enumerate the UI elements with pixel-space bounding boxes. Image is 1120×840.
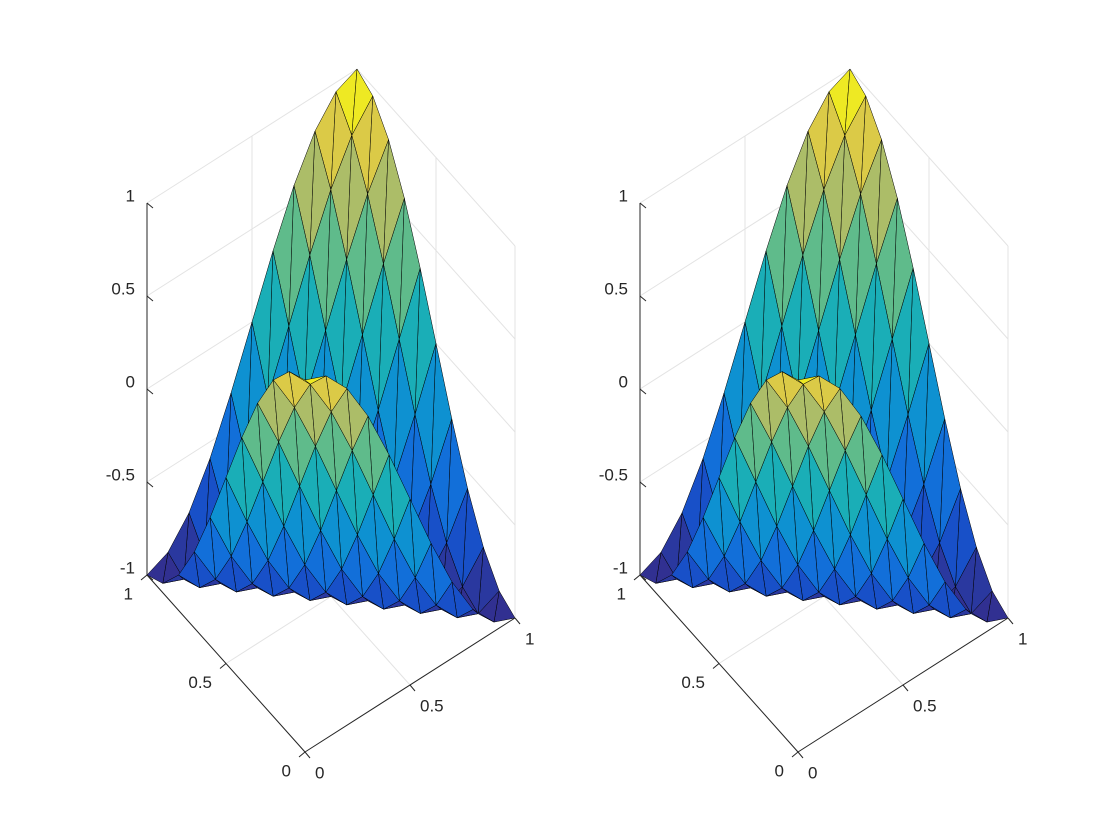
tick-mark xyxy=(146,295,154,302)
y-tick-label: 1 xyxy=(124,584,133,603)
y-tick-label: 1 xyxy=(617,584,626,603)
z-tick-label: -0.5 xyxy=(599,465,628,484)
surface-face xyxy=(923,543,946,606)
x-tick-label: 1 xyxy=(1018,629,1027,648)
tick-mark xyxy=(639,295,647,302)
surface-face xyxy=(702,477,725,557)
x-tick-label: 0.5 xyxy=(913,696,937,715)
z-tick-label: 0 xyxy=(619,372,628,391)
surface-face xyxy=(781,371,804,385)
z-tick-label: 1 xyxy=(126,186,135,205)
y-tick-label: 0.5 xyxy=(681,673,705,692)
surface-face xyxy=(472,609,495,623)
surface-face xyxy=(687,517,709,580)
tick-mark xyxy=(146,388,154,395)
z-tick-label: 0 xyxy=(126,372,135,391)
tick-mark xyxy=(1007,617,1014,625)
tick-mark xyxy=(791,751,799,758)
tick-mark xyxy=(902,684,909,692)
surface-face xyxy=(209,477,232,557)
surface-face xyxy=(655,574,678,584)
surface-face xyxy=(162,574,185,584)
tick-mark xyxy=(146,481,154,488)
y-tick-label: 0 xyxy=(775,761,784,780)
y-tick-label: 0.5 xyxy=(188,673,212,692)
surface-face xyxy=(766,371,788,408)
tick-mark xyxy=(639,481,647,488)
tick-mark xyxy=(298,751,306,758)
surface-face xyxy=(178,551,200,588)
z-tick-label: -1 xyxy=(613,558,628,577)
y-tick-label: 0 xyxy=(282,761,291,780)
tick-mark xyxy=(514,617,521,625)
x-tick-label: 0 xyxy=(315,763,324,782)
z-tick-label: -1 xyxy=(120,558,135,577)
tick-mark xyxy=(639,388,647,395)
tick-mark xyxy=(146,574,154,581)
tick-mark xyxy=(140,574,148,581)
surface-face xyxy=(225,437,248,523)
x-tick-label: 0 xyxy=(808,763,817,782)
surface-face xyxy=(639,552,662,584)
axes: 0 0.5 1 0 0.5 1 -1 -0.5 0 0.5 1 xyxy=(599,68,1027,782)
surface-face xyxy=(273,371,295,408)
tick-mark xyxy=(639,202,647,209)
surface-face xyxy=(288,371,311,385)
tick-mark xyxy=(712,663,720,669)
x-tick-label: 1 xyxy=(525,629,534,648)
tick-mark xyxy=(304,751,311,759)
surface-face xyxy=(430,543,453,606)
surface-face xyxy=(718,437,741,523)
surface-face xyxy=(965,609,988,623)
z-tick-label: 0.5 xyxy=(111,279,135,298)
axes: 0 0.5 1 0 0.5 1 -1 -0.5 0 0.5 1 xyxy=(106,68,534,782)
x-tick-label: 0.5 xyxy=(420,696,444,715)
surface-face xyxy=(671,551,693,588)
tick-mark xyxy=(146,202,154,209)
z-tick-label: 0.5 xyxy=(604,279,628,298)
z-tick-label: -0.5 xyxy=(106,465,135,484)
tick-mark xyxy=(797,751,804,759)
tick-mark xyxy=(639,574,647,581)
surface-face xyxy=(194,517,216,580)
tick-mark xyxy=(633,574,641,581)
tick-mark xyxy=(409,684,416,692)
tick-mark xyxy=(219,663,227,669)
surface-face xyxy=(146,552,169,584)
z-tick-label: 1 xyxy=(619,186,628,205)
